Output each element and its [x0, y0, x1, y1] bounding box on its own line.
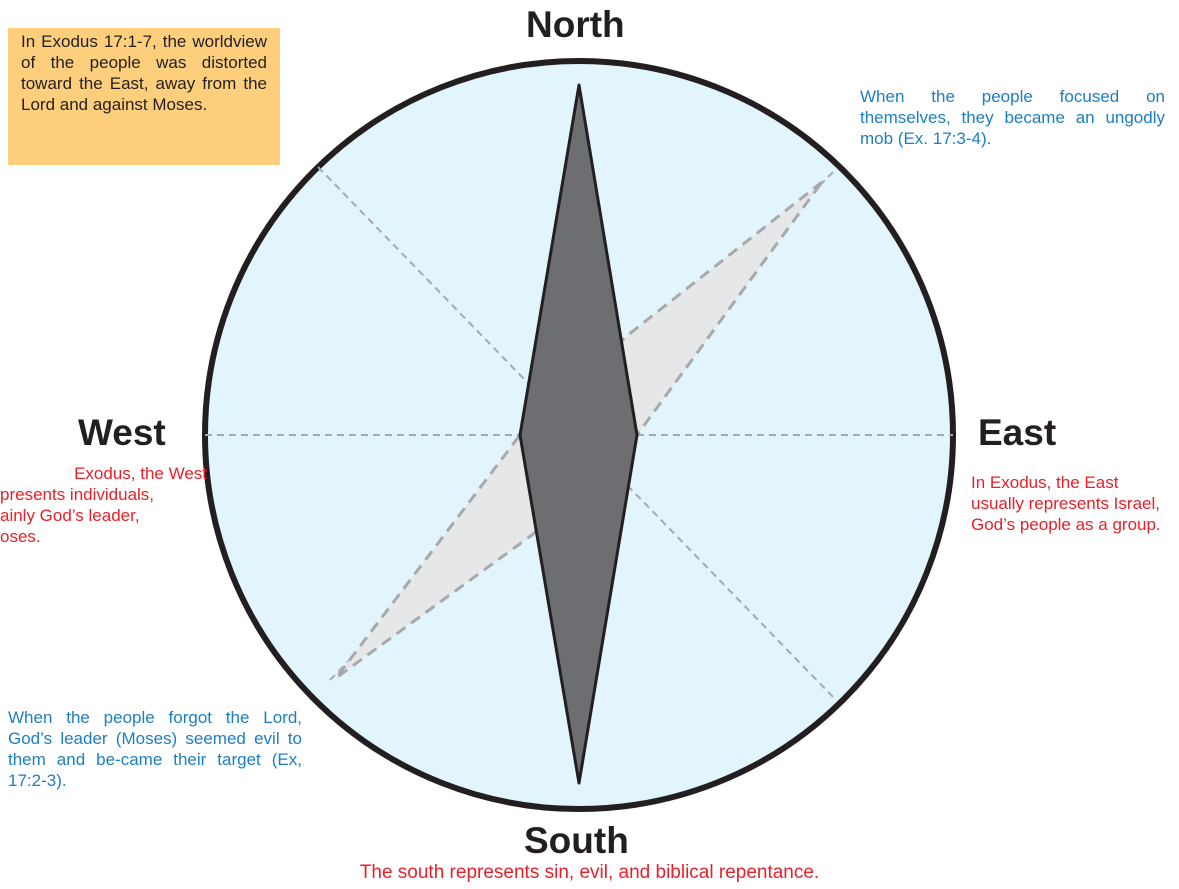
south-label: South — [524, 820, 629, 861]
worldview-note-box: In Exodus 17:1-7, the worldview of the p… — [8, 28, 280, 165]
west-note-line: ainly God’s leader, — [0, 506, 140, 525]
west-note-line: presents individuals, — [0, 485, 155, 504]
south-note: The south represents sin, evil, and bibl… — [359, 862, 820, 883]
east-label: East — [978, 412, 1057, 453]
west-note-line: oses. — [0, 527, 41, 546]
west-note-rest: presents individuals, ainly God’s leader… — [0, 484, 154, 547]
west-note: Exodus, the West — [74, 463, 207, 484]
west-label: West — [78, 412, 166, 453]
top-right-note: When the people focused on themselves, t… — [860, 87, 1165, 148]
north-label: North — [526, 4, 625, 45]
east-note: In Exodus, the East usually represents I… — [971, 473, 1161, 534]
west-note-line: Exodus, the West — [74, 464, 207, 483]
compass-needle — [518, 83, 639, 785]
bottom-left-note: When the people forgot the Lord, God’s l… — [8, 708, 302, 790]
